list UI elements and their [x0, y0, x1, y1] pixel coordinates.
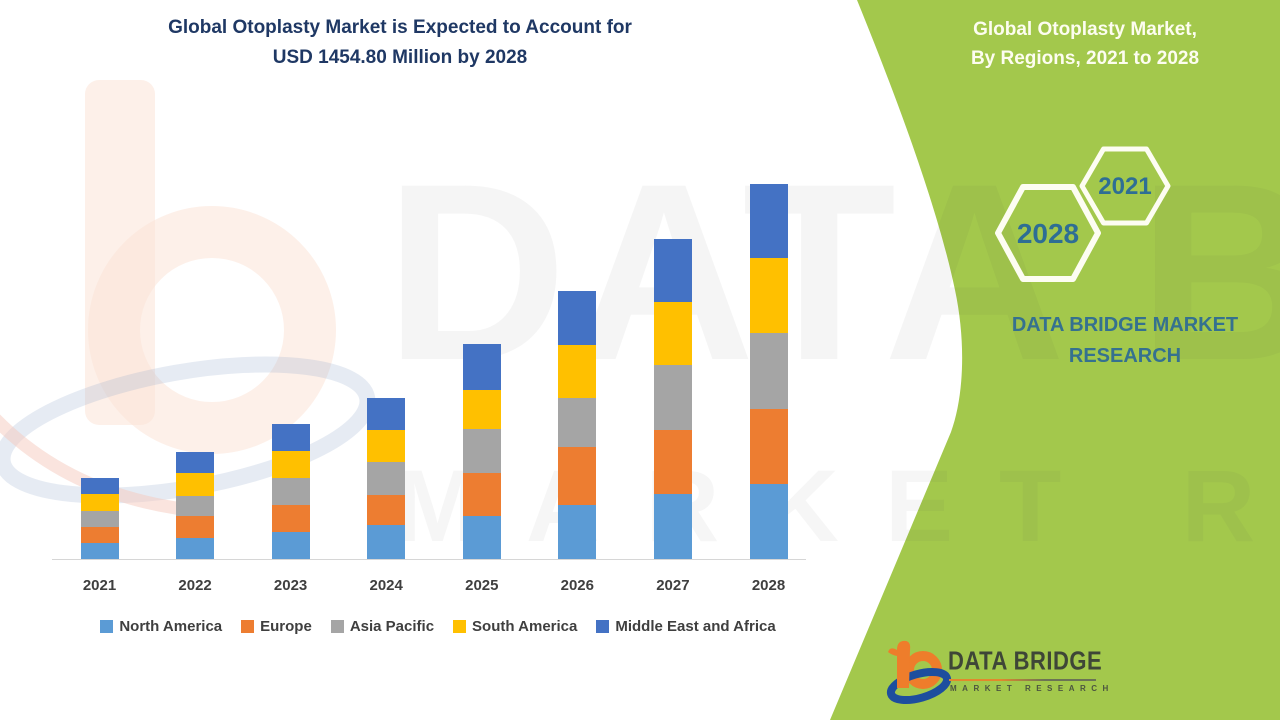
bar-segment-europe-2024	[367, 494, 406, 525]
side-panel-title-line1: Global Otoplasty Market,	[973, 19, 1197, 40]
bar-segment-south-america-2027	[653, 302, 692, 365]
bar-segment-north-america-2028	[749, 484, 788, 559]
logo-b-hook	[888, 648, 897, 656]
bar-segment-north-america-2023	[271, 531, 310, 559]
x-axis-label-2025: 2025	[465, 577, 499, 594]
x-axis-label-2027: 2027	[656, 577, 690, 594]
bar-segment-asia-pacific-2023	[271, 477, 310, 505]
brand-name-line2: RESEARCH	[1068, 345, 1182, 367]
bar-segment-north-america-2026	[558, 504, 597, 559]
x-axis-label-2026: 2026	[560, 577, 594, 594]
x-axis-label-2023: 2023	[273, 577, 308, 594]
bar-segment-south-america-2026	[558, 344, 597, 399]
bar-segment-middle-east-and-africa-2024	[367, 397, 406, 430]
bar-segment-middle-east-and-africa-2027	[653, 239, 692, 303]
bar-segment-middle-east-and-africa-2026	[558, 291, 597, 345]
bar-segment-south-america-2024	[367, 429, 406, 462]
hexagon-2021-label: 2021	[1098, 173, 1151, 200]
legend-item-north-america: North America	[100, 618, 222, 635]
legend-swatch	[100, 620, 114, 633]
green-panel-shape	[830, 0, 1280, 720]
legend-swatch	[241, 620, 255, 633]
hexagon-2028-label: 2028	[1017, 218, 1079, 249]
chart-legend: North America Europe Asia Pacific South Ame…	[0, 618, 876, 635]
x-axis-label-2024: 2024	[369, 577, 403, 594]
side-panel-title-line2: By Regions, 2021 to 2028	[970, 48, 1200, 70]
x-axis-label-2021: 2021	[82, 577, 117, 594]
bar-segment-south-america-2023	[271, 450, 310, 478]
bar-segment-middle-east-and-africa-2025	[462, 344, 501, 391]
hexagon-2021	[1079, 146, 1171, 226]
logo-blue-swoosh	[886, 667, 952, 705]
legend-label: Middle East and Africa	[615, 618, 776, 635]
bar-segment-asia-pacific-2028	[749, 333, 788, 409]
legend-label: South America	[472, 618, 578, 635]
bar-segment-europe-2027	[653, 430, 692, 495]
legend-item-asia-pacific: Asia Pacific	[330, 618, 435, 635]
legend-item-middle-east-and-africa: Middle East and Africa	[596, 618, 776, 635]
logo-underline	[949, 679, 1096, 681]
bar-segment-asia-pacific-2024	[367, 461, 406, 495]
x-axis-label-2028: 2028	[751, 577, 786, 594]
hexagon-2028	[995, 184, 1101, 282]
bar-segment-north-america-2022	[176, 538, 215, 559]
legend-swatch	[453, 620, 467, 633]
legend-swatch	[330, 620, 344, 633]
side-panel-title: Global Otoplasty Market, By Regions, 202…	[900, 15, 1270, 74]
bar-segment-south-america-2028	[749, 258, 788, 334]
logo-name-text: DATA BRIDGE	[948, 646, 1103, 676]
brand-name-text: DATA BRIDGE MARKET RESEARCH	[960, 310, 1280, 372]
bar-segment-europe-2025	[462, 473, 501, 517]
bar-segment-europe-2028	[749, 409, 788, 484]
bar-segment-europe-2023	[271, 504, 310, 532]
chart-title-line1: Global Otoplasty Market is Expected to A…	[168, 17, 632, 38]
legend-item-south-america: South America	[453, 618, 577, 635]
bar-segment-asia-pacific-2026	[558, 398, 597, 448]
legend-label: Europe	[260, 618, 312, 635]
legend-swatch	[596, 620, 610, 633]
bar-segment-europe-2022	[176, 516, 215, 539]
bar-segment-europe-2021	[80, 527, 119, 543]
bar-segment-north-america-2021	[80, 543, 119, 559]
x-axis-label-2022: 2022	[178, 577, 212, 594]
x-axis-line	[52, 559, 806, 560]
bar-segment-north-america-2024	[367, 525, 406, 559]
legend-label: North America	[119, 618, 223, 635]
logo-b-stem	[897, 640, 911, 688]
chart-title-line2: USD 1454.80 Million by 2028	[272, 47, 528, 69]
brand-name-line1: DATA BRIDGE MARKET	[1011, 314, 1239, 336]
bar-segment-south-america-2025	[462, 390, 501, 430]
bar-segment-asia-pacific-2025	[462, 429, 501, 474]
bar-segment-north-america-2027	[653, 494, 692, 559]
bar-segment-europe-2026	[558, 447, 597, 505]
bar-segment-north-america-2025	[462, 516, 501, 559]
bar-segment-asia-pacific-2027	[653, 364, 692, 431]
legend-item-europe: Europe	[241, 618, 312, 635]
logo-tagline-text: MARKET RESEARCH	[950, 684, 1114, 693]
chart-title: Global Otoplasty Market is Expected to A…	[40, 13, 760, 74]
legend-label: Asia Pacific	[349, 618, 435, 635]
bar-segment-middle-east-and-africa-2028	[749, 184, 788, 259]
